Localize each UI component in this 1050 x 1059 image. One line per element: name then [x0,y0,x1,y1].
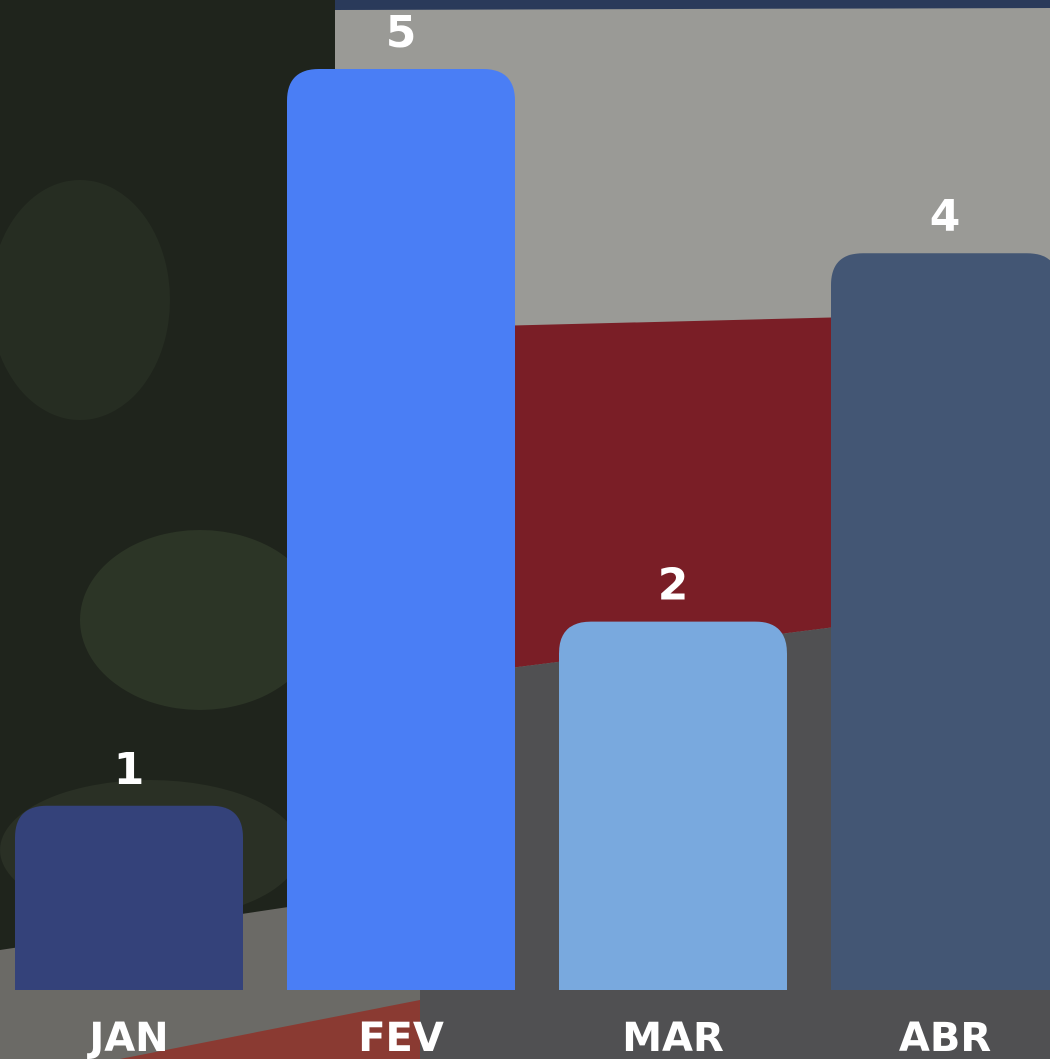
x-tick-label: JAN [86,1015,168,1059]
x-tick-label: ABR [899,1015,991,1059]
value-label: 2 [658,560,689,611]
bar [15,805,243,990]
value-label: 4 [930,191,961,242]
bar [831,253,1050,990]
value-label: 5 [386,7,417,58]
bar [287,69,515,990]
x-tick-label: FEV [358,1015,444,1059]
value-label: 1 [114,744,145,795]
x-tick-label: MAR [622,1015,724,1059]
bar [559,621,787,990]
